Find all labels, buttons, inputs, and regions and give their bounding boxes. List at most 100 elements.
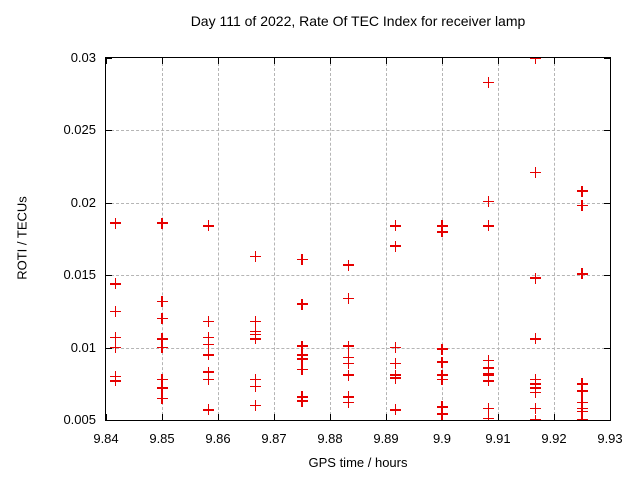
data-point-marker xyxy=(296,253,308,265)
data-point-marker xyxy=(436,401,448,413)
data-point-marker xyxy=(156,217,168,229)
data-point-marker xyxy=(156,295,168,307)
y-tick-label: 0.005 xyxy=(63,412,96,427)
data-point-marker xyxy=(202,331,214,343)
x-axis-tick xyxy=(330,58,331,64)
data-point-marker xyxy=(390,404,402,416)
y-tick-label: 0.025 xyxy=(63,122,96,138)
x-axis-tick xyxy=(386,58,387,64)
data-point-marker xyxy=(530,402,542,414)
x-axis-tick xyxy=(162,414,163,420)
y-axis-tick xyxy=(106,347,112,349)
data-point-marker xyxy=(436,220,448,232)
data-point-marker xyxy=(576,405,588,417)
data-point-marker xyxy=(202,220,214,232)
chart-title: Day 111 of 2022, Rate Of TEC Index for r… xyxy=(190,13,526,29)
y-axis-tick xyxy=(106,58,112,59)
v-gridline xyxy=(442,58,443,420)
data-point-marker xyxy=(576,200,588,212)
data-point-marker xyxy=(482,355,494,367)
x-axis-tick xyxy=(554,414,555,420)
data-point-marker xyxy=(482,195,494,207)
data-point-marker xyxy=(342,259,354,271)
data-point-marker xyxy=(436,226,448,238)
data-point-marker xyxy=(250,333,262,345)
x-tick-label: 9.88 xyxy=(317,431,343,446)
y-axis-tick xyxy=(106,202,112,204)
x-tick-label: 9.93 xyxy=(597,431,623,446)
data-point-marker xyxy=(436,373,448,385)
data-point-marker xyxy=(530,414,542,420)
y-axis-tick xyxy=(106,275,112,277)
x-axis-label: GPS time / hours xyxy=(308,455,408,470)
data-point-marker xyxy=(110,342,122,354)
data-point-marker xyxy=(482,369,494,381)
data-point-marker xyxy=(390,342,402,354)
data-point-marker xyxy=(530,272,542,284)
data-point-marker xyxy=(390,358,402,370)
data-point-marker xyxy=(296,340,308,352)
data-point-marker xyxy=(482,402,494,414)
v-gridline xyxy=(274,58,275,420)
data-point-marker xyxy=(482,220,494,232)
y-axis-tick xyxy=(604,130,610,132)
x-axis-tick xyxy=(162,58,163,64)
x-axis-tick xyxy=(554,58,555,64)
x-axis-tick xyxy=(218,414,219,420)
data-point-marker xyxy=(390,240,402,252)
data-point-marker xyxy=(156,313,168,325)
v-gridline xyxy=(218,58,219,420)
x-axis-tick xyxy=(386,414,387,420)
data-point-marker xyxy=(342,358,354,370)
data-point-marker xyxy=(250,316,262,328)
plot-canvas xyxy=(106,58,610,420)
x-tick-label: 9.85 xyxy=(149,431,175,446)
data-point-marker xyxy=(390,220,402,232)
data-point-marker xyxy=(530,166,542,178)
data-point-marker xyxy=(576,378,588,390)
data-point-marker xyxy=(436,343,448,355)
data-point-marker xyxy=(110,217,122,229)
data-point-marker xyxy=(250,250,262,262)
data-point-marker xyxy=(202,339,214,351)
y-axis-tick xyxy=(604,347,610,349)
x-axis-tick xyxy=(498,414,499,420)
data-point-marker xyxy=(436,408,448,420)
data-point-marker xyxy=(576,385,588,397)
data-point-marker xyxy=(482,77,494,89)
data-point-marker xyxy=(530,386,542,398)
data-point-marker xyxy=(250,400,262,412)
data-point-marker xyxy=(202,404,214,416)
v-gridline xyxy=(330,58,331,420)
data-point-marker xyxy=(342,292,354,304)
data-point-marker xyxy=(576,414,588,420)
y-tick-label: 0.03 xyxy=(70,50,96,65)
y-tick-label: 0.015 xyxy=(63,267,96,283)
x-tick-label: 9.87 xyxy=(261,431,287,446)
data-point-marker xyxy=(202,316,214,328)
x-tick-label: 9.86 xyxy=(205,431,231,446)
data-point-marker xyxy=(342,352,354,364)
x-axis-tick xyxy=(106,58,107,64)
v-gridline xyxy=(162,58,163,420)
v-gridline xyxy=(386,58,387,420)
data-point-marker xyxy=(156,342,168,354)
data-point-marker xyxy=(482,413,494,420)
data-point-marker xyxy=(156,392,168,404)
data-point-marker xyxy=(342,397,354,409)
v-gridline xyxy=(554,58,555,420)
x-tick-label: 9.84 xyxy=(93,431,119,446)
x-tick-label: 9.92 xyxy=(541,431,567,446)
data-point-marker xyxy=(342,369,354,381)
data-point-marker xyxy=(110,278,122,290)
data-point-marker xyxy=(482,362,494,374)
data-point-marker xyxy=(156,382,168,394)
x-axis-tick xyxy=(274,414,275,420)
y-tick-label: 0.01 xyxy=(70,339,96,355)
data-point-marker xyxy=(390,372,402,384)
data-point-marker xyxy=(342,340,354,352)
data-point-marker xyxy=(202,349,214,361)
data-point-marker xyxy=(296,353,308,365)
x-tick-label: 9.91 xyxy=(485,431,511,446)
